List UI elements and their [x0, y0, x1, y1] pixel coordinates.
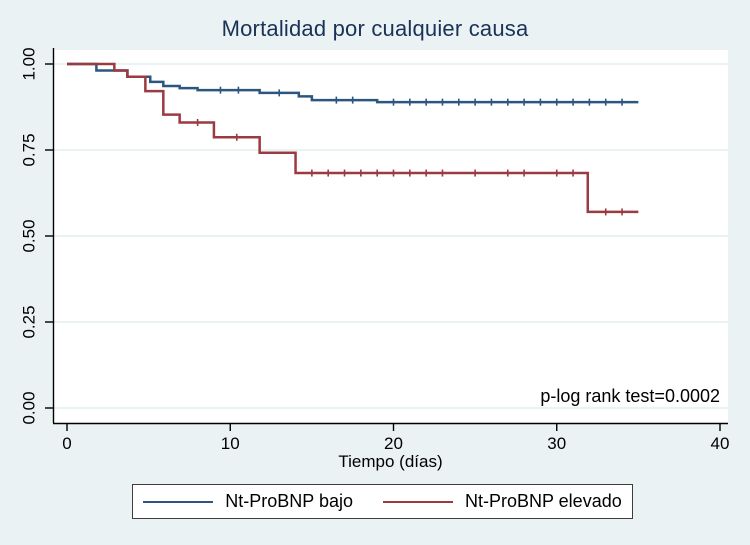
- x-axis-title: Tiempo (días): [338, 452, 443, 471]
- y-tick-label-0.50: 0.50: [19, 219, 38, 252]
- x-tick-label-10: 10: [221, 434, 240, 453]
- chart-title: Mortalidad por cualquier causa: [221, 16, 529, 41]
- x-tick-label-20: 20: [384, 434, 403, 453]
- y-tick-label-0.00: 0.00: [19, 391, 38, 424]
- x-tick-label-0: 0: [62, 434, 71, 453]
- legend-line-sample-elevado: [382, 500, 453, 503]
- legend-box: Nt-ProBNP bajo Nt-ProBNP elevado: [132, 484, 633, 519]
- plot-area: 0.00 0.25 0.50 0.75 1.00 0 10 20 30 40: [19, 47, 730, 453]
- legend-line-sample-bajo: [143, 500, 214, 503]
- survival-curve-nt-probnp-elevado: [67, 62, 639, 214]
- p-value-annotation: p-log rank test=0.0002: [540, 386, 720, 406]
- legend-entry-elevado: Nt-ProBNP elevado: [382, 491, 622, 512]
- legend-entry-bajo: Nt-ProBNP bajo: [143, 491, 353, 512]
- legend-label-elevado: Nt-ProBNP elevado: [464, 491, 622, 511]
- y-tick-label-0.75: 0.75: [19, 133, 38, 166]
- x-tick-label-30: 30: [547, 434, 566, 453]
- y-tick-label-1.00: 1.00: [19, 47, 38, 80]
- legend-label-bajo: Nt-ProBNP bajo: [225, 491, 353, 511]
- x-tick-label-40: 40: [711, 434, 730, 453]
- y-tick-label-0.25: 0.25: [19, 305, 38, 338]
